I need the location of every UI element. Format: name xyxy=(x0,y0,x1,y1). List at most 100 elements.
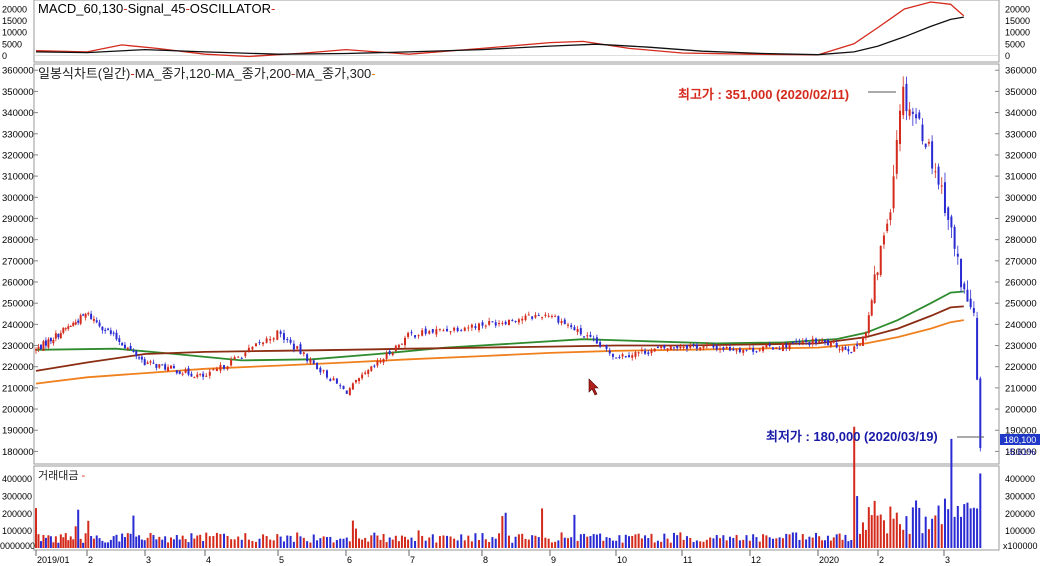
volume-bar-237 xyxy=(785,533,788,548)
candle-body-200 xyxy=(663,345,666,349)
volume-bar-14 xyxy=(69,536,72,548)
x-label-9: 10 xyxy=(617,555,627,565)
volume-bar-277 xyxy=(908,533,911,548)
candle-body-196 xyxy=(650,350,653,354)
candle-body-188 xyxy=(624,356,627,358)
price-y-label-right-10: 260000 xyxy=(1005,278,1037,289)
candle-body-236 xyxy=(781,343,784,352)
candle-body-205 xyxy=(679,346,682,349)
candle-body-103 xyxy=(345,390,348,394)
candle-body-267 xyxy=(876,272,879,276)
volume-bar-6 xyxy=(49,536,52,548)
volume-bar-228 xyxy=(755,537,758,548)
candle-body-129 xyxy=(428,331,431,334)
candle-body-191 xyxy=(634,352,637,357)
volume-bar-201 xyxy=(666,538,669,548)
volume-bar-89 xyxy=(299,536,302,548)
candle-body-198 xyxy=(656,346,659,348)
candle-body-217 xyxy=(719,348,722,350)
volume-bar-72 xyxy=(240,539,243,548)
candle-body-116 xyxy=(385,352,388,359)
volume-bar-233 xyxy=(772,538,775,548)
candle-body-203 xyxy=(672,347,675,349)
x-label-4: 5 xyxy=(279,555,284,565)
candle-body-40 xyxy=(140,356,143,360)
candle-body-49 xyxy=(167,367,170,372)
volume-y-label-right-3: 100000 xyxy=(1005,526,1035,536)
mouse-cursor-icon xyxy=(588,378,599,396)
volume-bar-85 xyxy=(286,535,289,548)
candle-body-268 xyxy=(879,245,882,275)
candle-body-298 xyxy=(976,317,979,380)
volume-bar-241 xyxy=(798,539,801,548)
candle-body-130 xyxy=(431,329,434,333)
candle-body-255 xyxy=(841,346,844,351)
candle-body-172 xyxy=(573,327,576,331)
price-y-label-left-2: 340000 xyxy=(2,108,34,119)
volume-bar-98 xyxy=(329,536,332,548)
candle-body-179 xyxy=(595,337,598,344)
candle-body-42 xyxy=(146,362,149,364)
candle-body-52 xyxy=(175,370,178,374)
volume-bar-10 xyxy=(59,534,62,548)
candle-body-247 xyxy=(818,341,821,343)
candle-body-54 xyxy=(181,373,184,375)
candle-body-220 xyxy=(728,346,731,351)
candle-body-250 xyxy=(826,339,829,346)
volume-bar-112 xyxy=(373,532,376,548)
volume-bar-257 xyxy=(847,541,850,548)
candle-body-46 xyxy=(158,364,161,368)
volume-bar-214 xyxy=(709,537,712,548)
volume-bar-0 xyxy=(35,508,37,548)
price-y-label-left-4: 320000 xyxy=(2,150,34,161)
candle-body-30 xyxy=(112,332,115,334)
volume-bar-258 xyxy=(850,539,853,548)
candle-body-291 xyxy=(953,226,956,249)
volume-bar-58 xyxy=(193,538,196,548)
macd-y-label-left-1: 15000 xyxy=(2,16,27,26)
volume-bar-280 xyxy=(918,507,921,548)
volume-bar-215 xyxy=(712,538,715,548)
candle-body-251 xyxy=(829,341,832,347)
volume-bar-118 xyxy=(391,539,394,548)
candle-body-279 xyxy=(915,114,918,119)
candle-body-81 xyxy=(272,338,275,340)
macd-y-label-right-1: 15000 xyxy=(1005,16,1030,26)
volume-bar-293 xyxy=(960,516,963,548)
volume-bar-31 xyxy=(115,534,118,548)
volume-bar-34 xyxy=(123,537,126,548)
candle-body-2 xyxy=(39,344,42,350)
candle-body-202 xyxy=(669,345,672,350)
ma-line-2 xyxy=(35,319,964,385)
volume-y-label-left-3: 100000 xyxy=(2,526,32,536)
candle-body-216 xyxy=(715,345,718,350)
volume-bar-194 xyxy=(644,535,647,548)
price-y-label-right-4: 320000 xyxy=(1005,150,1037,161)
x-label-7: 8 xyxy=(483,555,488,565)
volume-bar-230 xyxy=(762,534,765,548)
volume-bar-8 xyxy=(54,536,57,548)
candle-body-100 xyxy=(335,378,338,384)
volume-bar-179 xyxy=(595,534,598,548)
candle-body-262 xyxy=(861,338,864,346)
volume-bar-81 xyxy=(272,540,275,548)
candle-body-266 xyxy=(873,274,876,303)
candle-body-39 xyxy=(138,357,141,359)
candle-body-184 xyxy=(611,354,614,357)
candle-body-199 xyxy=(660,346,663,348)
candles xyxy=(35,76,982,452)
volume-bar-40 xyxy=(140,539,143,548)
volume-bar-142 xyxy=(474,533,477,548)
volume-bar-62 xyxy=(205,532,208,548)
volume-bar-266 xyxy=(873,500,876,548)
x-label-1: 2 xyxy=(88,555,93,565)
volume-bar-116 xyxy=(385,542,388,548)
volume-bar-246 xyxy=(815,532,818,548)
candle-body-164 xyxy=(547,315,550,317)
candle-body-22 xyxy=(90,313,93,319)
volume-bar-69 xyxy=(230,539,233,548)
candle-body-13 xyxy=(67,326,70,329)
candle-body-71 xyxy=(237,356,240,358)
candle-body-137 xyxy=(456,327,459,332)
